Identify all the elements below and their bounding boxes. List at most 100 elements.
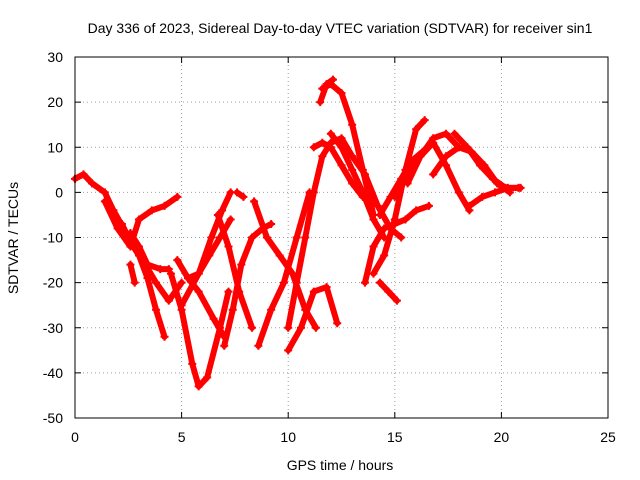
x-tick-label: 5 <box>178 429 186 445</box>
series-line <box>327 130 388 241</box>
data-point <box>491 188 500 197</box>
data-point <box>292 278 301 287</box>
data-point <box>143 260 152 269</box>
data-point <box>360 278 369 287</box>
data-point <box>220 341 229 350</box>
data-point <box>164 296 173 305</box>
series-track-6 <box>126 260 139 287</box>
data-point <box>152 278 161 287</box>
y-tick-label: 10 <box>47 139 63 155</box>
data-point <box>156 265 165 274</box>
data-point <box>441 161 450 170</box>
x-axis-label: GPS time / hours <box>287 457 394 473</box>
data-point <box>328 75 337 84</box>
series-track-21 <box>326 129 389 242</box>
series-track-29 <box>450 129 523 192</box>
data-point <box>224 287 233 296</box>
series-track-26 <box>390 129 463 201</box>
data-point <box>348 152 357 161</box>
data-point <box>311 323 320 332</box>
series-layer <box>71 75 525 391</box>
series-track-10 <box>177 188 235 310</box>
data-point <box>160 332 169 341</box>
data-point <box>412 125 421 134</box>
data-point <box>429 138 438 147</box>
data-point <box>337 89 346 98</box>
series-line <box>214 211 255 331</box>
data-point <box>194 269 203 278</box>
data-point <box>488 174 497 183</box>
plot-frame <box>74 56 609 419</box>
data-point <box>288 269 297 278</box>
data-point <box>401 215 410 224</box>
y-tick-label: -10 <box>43 230 63 246</box>
data-point <box>326 143 335 152</box>
data-point <box>463 143 472 152</box>
data-point <box>390 192 399 201</box>
data-point <box>177 301 186 310</box>
x-tick-label: 15 <box>387 429 403 445</box>
data-point <box>166 269 175 278</box>
data-point <box>173 192 182 201</box>
axes-layer: 0 5 10 15 20 25 -50 -40 -30 -20 -10 0 10 20 30 <box>43 49 616 445</box>
data-point <box>429 170 438 179</box>
data-point <box>275 251 284 260</box>
data-point <box>152 305 161 314</box>
data-point <box>397 233 406 242</box>
data-point <box>360 170 369 179</box>
series-track-30 <box>465 183 525 210</box>
data-point <box>420 116 429 125</box>
data-point <box>267 305 276 314</box>
data-point <box>160 201 169 210</box>
data-point <box>441 152 450 161</box>
data-point <box>233 188 242 197</box>
data-point <box>247 233 256 242</box>
data-point <box>309 188 318 197</box>
y-tick-label: 20 <box>47 94 63 110</box>
data-point <box>380 251 389 260</box>
data-point <box>207 233 216 242</box>
data-point <box>369 269 378 278</box>
data-point <box>100 188 109 197</box>
y-tick-label: -50 <box>43 410 63 426</box>
data-point <box>424 201 433 210</box>
x-tick-label: 25 <box>600 429 616 445</box>
data-point <box>218 206 227 215</box>
data-point <box>250 197 259 206</box>
y-tick-label: 0 <box>55 184 63 200</box>
series-track-5 <box>126 228 173 274</box>
chart-title: Day 336 of 2023, Sidereal Day-to-day VTE… <box>88 20 593 36</box>
data-point <box>337 161 346 170</box>
series-line <box>404 139 473 214</box>
data-point <box>194 287 203 296</box>
y-tick-label: 30 <box>47 49 63 65</box>
data-point <box>337 143 346 152</box>
data-point <box>465 201 474 210</box>
data-point <box>333 319 342 328</box>
data-point <box>213 210 222 219</box>
data-point <box>109 206 118 215</box>
data-point <box>309 287 318 296</box>
data-point <box>441 129 450 138</box>
data-point <box>450 129 459 138</box>
grid-layer <box>75 57 608 418</box>
data-point <box>316 98 325 107</box>
data-point <box>373 201 382 210</box>
data-point <box>503 183 512 192</box>
data-point <box>375 210 384 219</box>
series-track-3 <box>117 219 169 341</box>
data-point <box>228 305 237 314</box>
data-point <box>267 219 276 228</box>
data-point <box>134 242 143 251</box>
series-track-17 <box>284 134 357 332</box>
data-point <box>130 278 139 287</box>
data-point <box>380 224 389 233</box>
data-point <box>369 242 378 251</box>
data-point <box>183 274 192 283</box>
series-line <box>451 130 522 191</box>
data-point <box>224 242 233 251</box>
series-track-2 <box>100 192 182 251</box>
data-point <box>348 165 357 174</box>
y-tick-label: -40 <box>43 365 63 381</box>
series-line <box>370 117 428 277</box>
